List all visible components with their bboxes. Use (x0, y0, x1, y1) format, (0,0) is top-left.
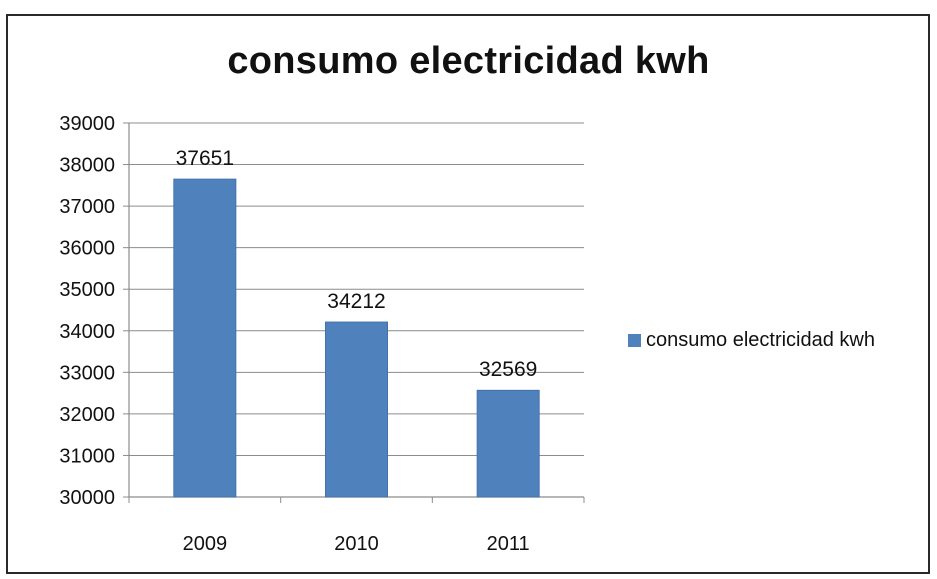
data-label-2009: 37651 (176, 147, 234, 170)
chart-title: consumo electricidad kwh (227, 40, 710, 82)
legend-label: consumo electricidad kwh (646, 329, 875, 351)
data-label-2011: 32569 (479, 358, 537, 381)
y-tick-label: 39000 (59, 113, 115, 135)
y-tick-label: 30000 (59, 487, 115, 509)
y-tick-label: 31000 (59, 445, 115, 467)
y-tick-label: 38000 (59, 155, 115, 177)
y-tick-label: 32000 (59, 404, 115, 426)
data-label-2010: 34212 (327, 290, 385, 313)
y-tick-labels: 30000 31000 32000 33000 34000 35000 36000 37000… (59, 113, 115, 509)
y-tick-label: 35000 (59, 279, 115, 301)
legend-swatch (628, 334, 641, 347)
chart-frame (6, 14, 930, 574)
legend: consumo electricidad kwh (628, 329, 875, 352)
x-tick-labels: 2009 2010 2011 (183, 533, 530, 555)
x-tick-label-2010: 2010 (334, 533, 379, 555)
y-tick-label: 36000 (59, 238, 115, 260)
bar-2009 (173, 178, 237, 498)
data-labels: 37651 34212 32569 (176, 147, 538, 381)
bar-2011 (476, 389, 540, 498)
bar-2010 (325, 321, 388, 498)
x-tick-label-2011: 2011 (487, 533, 530, 555)
y-tick-label: 33000 (59, 362, 115, 384)
y-tick-label: 34000 (59, 321, 115, 343)
x-tick-label-2009: 2009 (183, 533, 228, 555)
y-tick-label: 37000 (59, 196, 115, 218)
bars (173, 178, 540, 498)
